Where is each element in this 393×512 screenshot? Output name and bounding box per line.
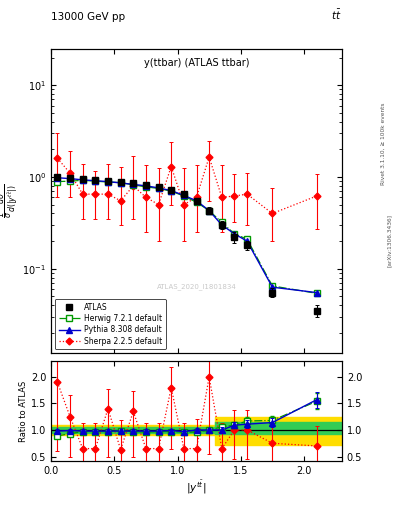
Text: Rivet 3.1.10, ≥ 100k events: Rivet 3.1.10, ≥ 100k events [381, 102, 386, 185]
Text: ATLAS_2020_I1801834: ATLAS_2020_I1801834 [157, 283, 236, 290]
Text: [arXiv:1306.3436]: [arXiv:1306.3436] [387, 214, 391, 267]
Y-axis label: Ratio to ATLAS: Ratio to ATLAS [19, 380, 28, 441]
Text: $t\bar{t}$: $t\bar{t}$ [331, 7, 342, 22]
Legend: ATLAS, Herwig 7.2.1 default, Pythia 8.308 default, Sherpa 2.2.5 default: ATLAS, Herwig 7.2.1 default, Pythia 8.30… [55, 299, 166, 350]
Y-axis label: $\frac{1}{\sigma}\frac{d\sigma}{d(|y^{t\bar{t}}|)}$: $\frac{1}{\sigma}\frac{d\sigma}{d(|y^{t\… [0, 184, 21, 218]
Text: 13000 GeV pp: 13000 GeV pp [51, 11, 125, 22]
Text: y(ttbar) (ATLAS ttbar): y(ttbar) (ATLAS ttbar) [144, 58, 249, 68]
X-axis label: $|y^{t\bar{t}}|$: $|y^{t\bar{t}}|$ [186, 478, 207, 496]
